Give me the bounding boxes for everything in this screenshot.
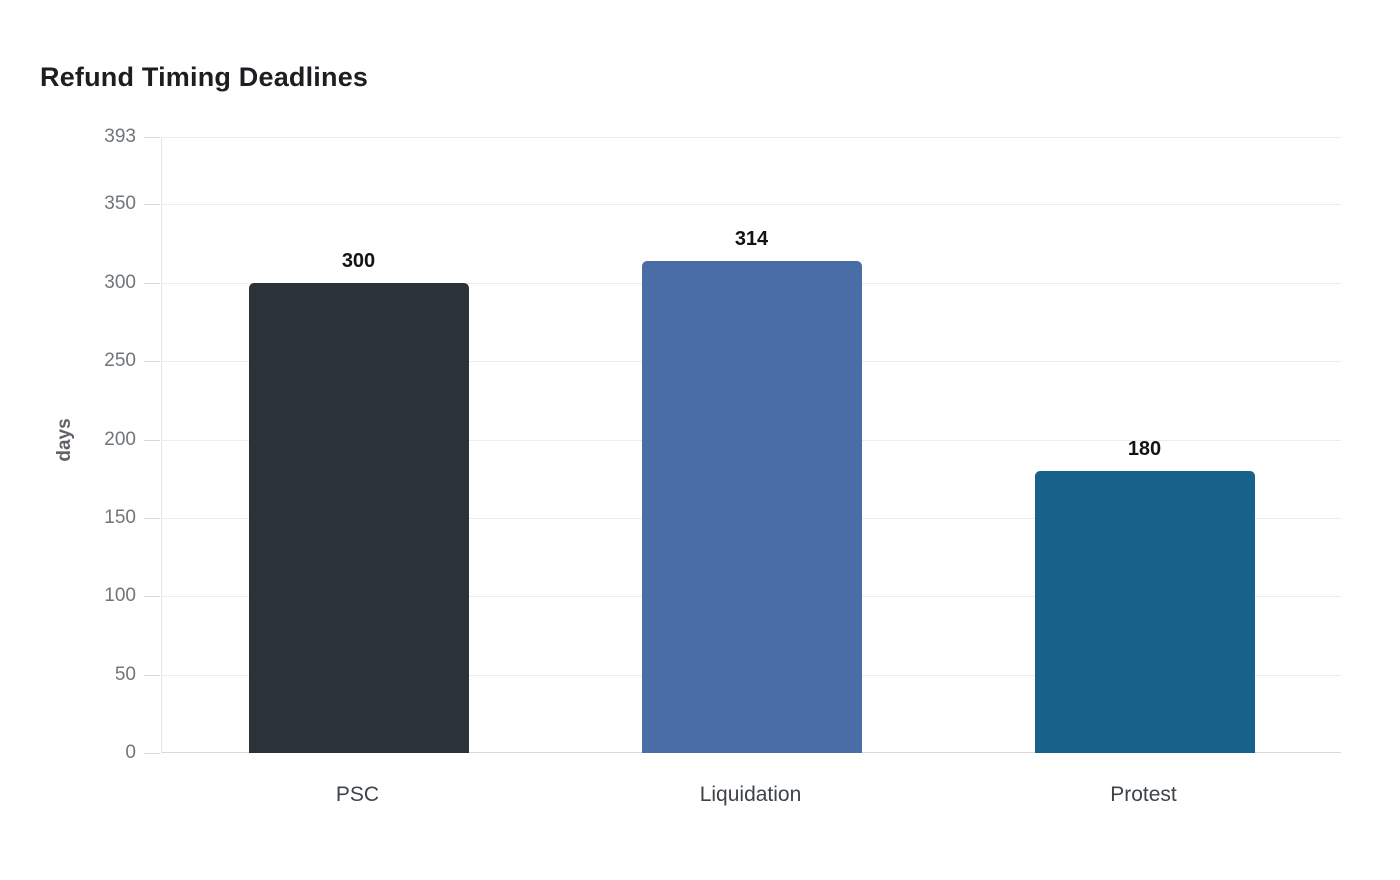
bar-value-label: 300 <box>341 249 376 272</box>
y-tick-mark <box>144 439 160 441</box>
y-tick-label: 100 <box>104 585 136 607</box>
gridline <box>162 204 1341 206</box>
y-tick-label: 300 <box>104 271 136 293</box>
bar-value-label: 314 <box>734 227 769 250</box>
y-tick-mark <box>144 517 160 519</box>
x-axis-label-protest: Protest <box>1110 783 1177 806</box>
y-tick-label: 150 <box>104 506 136 528</box>
chart-title: Refund Timing Deadlines <box>40 62 369 92</box>
bar-value-label: 180 <box>1127 437 1162 460</box>
y-tick-mark <box>144 596 160 598</box>
y-tick-mark <box>144 282 160 284</box>
y-tick-label: 350 <box>104 193 136 215</box>
bar-psc <box>248 282 469 753</box>
x-axis-label-psc: PSC <box>335 783 380 806</box>
x-axis-label-liquidation: Liquidation <box>699 783 802 806</box>
y-tick-label: 200 <box>104 428 136 450</box>
gridline <box>162 137 1341 138</box>
plot-area: 300 314 180 <box>161 137 1341 753</box>
y-tick-label: 250 <box>104 350 136 372</box>
y-tick-label: 50 <box>114 663 136 685</box>
y-tick-mark <box>144 361 160 363</box>
y-tick-mark <box>144 753 160 754</box>
y-tick-mark <box>144 137 160 138</box>
y-tick-mark <box>144 204 160 206</box>
y-tick-label: 393 <box>104 126 136 147</box>
bar-protest <box>1034 470 1255 753</box>
y-tick-label: 0 <box>125 742 136 763</box>
y-tick-mark <box>144 674 160 676</box>
bar-liquidation <box>641 260 862 753</box>
